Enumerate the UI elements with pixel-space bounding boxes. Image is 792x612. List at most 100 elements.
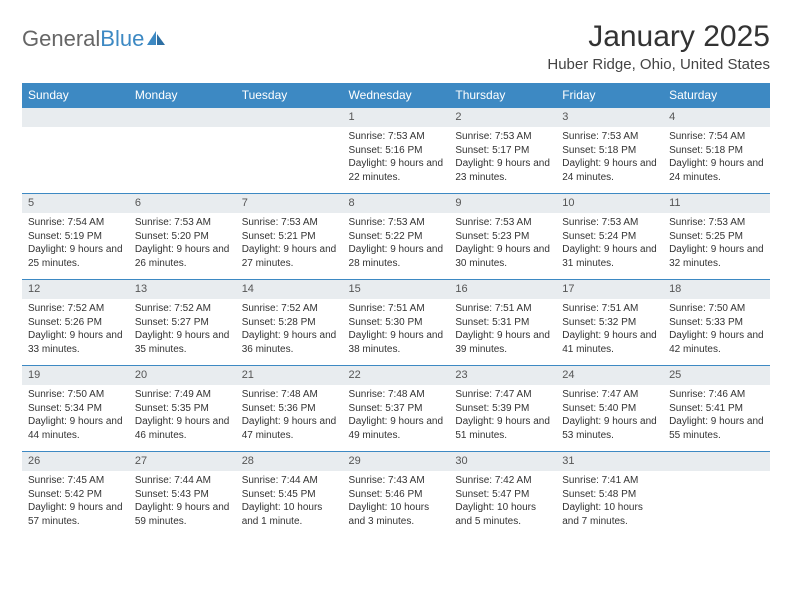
day-data: Sunrise: 7:53 AMSunset: 5:23 PMDaylight:… [449,213,556,274]
daylight-line: Daylight: 9 hours and 31 minutes. [562,243,657,270]
calendar-cell: 20Sunrise: 7:49 AMSunset: 5:35 PMDayligh… [129,365,236,451]
daylight-line: Daylight: 9 hours and 27 minutes. [242,243,337,270]
daylight-line: Daylight: 9 hours and 42 minutes. [669,329,764,356]
logo-text-general: General [22,26,100,52]
calendar-table: Sunday Monday Tuesday Wednesday Thursday… [22,83,770,537]
daylight-line: Daylight: 9 hours and 49 minutes. [349,415,444,442]
sunrise-line: Sunrise: 7:47 AM [455,388,550,402]
sunset-line: Sunset: 5:39 PM [455,402,550,416]
day-number: 6 [129,193,236,213]
sunrise-line: Sunrise: 7:53 AM [349,130,444,144]
day-number: 28 [236,451,343,471]
daylight-line: Daylight: 9 hours and 44 minutes. [28,415,123,442]
daylight-line: Daylight: 9 hours and 38 minutes. [349,329,444,356]
calendar-cell: 7Sunrise: 7:53 AMSunset: 5:21 PMDaylight… [236,193,343,279]
sunset-line: Sunset: 5:42 PM [28,488,123,502]
sunrise-line: Sunrise: 7:53 AM [562,216,657,230]
day-data: Sunrise: 7:41 AMSunset: 5:48 PMDaylight:… [556,471,663,532]
daylight-line: Daylight: 9 hours and 24 minutes. [562,157,657,184]
sunset-line: Sunset: 5:31 PM [455,316,550,330]
day-data: Sunrise: 7:50 AMSunset: 5:34 PMDaylight:… [22,385,129,446]
sunset-line: Sunset: 5:46 PM [349,488,444,502]
day-number: 30 [449,451,556,471]
daylight-line: Daylight: 9 hours and 24 minutes. [669,157,764,184]
day-data: Sunrise: 7:44 AMSunset: 5:43 PMDaylight:… [129,471,236,532]
day-number: 25 [663,365,770,385]
calendar-cell: 12Sunrise: 7:52 AMSunset: 5:26 PMDayligh… [22,279,129,365]
sunrise-line: Sunrise: 7:51 AM [455,302,550,316]
sunset-line: Sunset: 5:45 PM [242,488,337,502]
daylight-line: Daylight: 9 hours and 30 minutes. [455,243,550,270]
sunset-line: Sunset: 5:37 PM [349,402,444,416]
calendar-cell: 1Sunrise: 7:53 AMSunset: 5:16 PMDaylight… [343,107,450,193]
sunrise-line: Sunrise: 7:53 AM [455,130,550,144]
day-number: 10 [556,193,663,213]
day-number-bar [22,107,129,127]
daylight-line: Daylight: 9 hours and 28 minutes. [349,243,444,270]
daylight-line: Daylight: 10 hours and 3 minutes. [349,501,444,528]
sunset-line: Sunset: 5:35 PM [135,402,230,416]
calendar-cell: 15Sunrise: 7:51 AMSunset: 5:30 PMDayligh… [343,279,450,365]
daylight-line: Daylight: 9 hours and 51 minutes. [455,415,550,442]
day-number: 15 [343,279,450,299]
day-data: Sunrise: 7:51 AMSunset: 5:30 PMDaylight:… [343,299,450,360]
calendar-week-row: 1Sunrise: 7:53 AMSunset: 5:16 PMDaylight… [22,107,770,193]
day-number: 23 [449,365,556,385]
title-block: January 2025 Huber Ridge, Ohio, United S… [547,20,770,73]
calendar-cell [236,107,343,193]
daylight-line: Daylight: 10 hours and 5 minutes. [455,501,550,528]
day-number: 11 [663,193,770,213]
sunset-line: Sunset: 5:28 PM [242,316,337,330]
calendar-cell: 11Sunrise: 7:53 AMSunset: 5:25 PMDayligh… [663,193,770,279]
sunrise-line: Sunrise: 7:51 AM [562,302,657,316]
daylight-line: Daylight: 9 hours and 47 minutes. [242,415,337,442]
calendar-cell: 27Sunrise: 7:44 AMSunset: 5:43 PMDayligh… [129,451,236,537]
calendar-cell: 26Sunrise: 7:45 AMSunset: 5:42 PMDayligh… [22,451,129,537]
sunset-line: Sunset: 5:34 PM [28,402,123,416]
day-number: 3 [556,107,663,127]
month-title: January 2025 [547,20,770,54]
sunrise-line: Sunrise: 7:42 AM [455,474,550,488]
sunset-line: Sunset: 5:19 PM [28,230,123,244]
day-number: 31 [556,451,663,471]
sunset-line: Sunset: 5:33 PM [669,316,764,330]
day-data: Sunrise: 7:45 AMSunset: 5:42 PMDaylight:… [22,471,129,532]
day-data: Sunrise: 7:53 AMSunset: 5:20 PMDaylight:… [129,213,236,274]
sunset-line: Sunset: 5:25 PM [669,230,764,244]
weekday-header: Tuesday [236,83,343,107]
day-data: Sunrise: 7:53 AMSunset: 5:25 PMDaylight:… [663,213,770,274]
sunset-line: Sunset: 5:43 PM [135,488,230,502]
logo-sail-icon [146,30,168,48]
calendar-cell: 22Sunrise: 7:48 AMSunset: 5:37 PMDayligh… [343,365,450,451]
day-data: Sunrise: 7:48 AMSunset: 5:36 PMDaylight:… [236,385,343,446]
calendar-cell: 21Sunrise: 7:48 AMSunset: 5:36 PMDayligh… [236,365,343,451]
sunrise-line: Sunrise: 7:52 AM [135,302,230,316]
day-data: Sunrise: 7:51 AMSunset: 5:31 PMDaylight:… [449,299,556,360]
day-number: 26 [22,451,129,471]
sunrise-line: Sunrise: 7:50 AM [669,302,764,316]
day-data: Sunrise: 7:52 AMSunset: 5:28 PMDaylight:… [236,299,343,360]
day-data: Sunrise: 7:48 AMSunset: 5:37 PMDaylight:… [343,385,450,446]
sunrise-line: Sunrise: 7:51 AM [349,302,444,316]
day-number: 16 [449,279,556,299]
sunrise-line: Sunrise: 7:53 AM [562,130,657,144]
calendar-cell: 31Sunrise: 7:41 AMSunset: 5:48 PMDayligh… [556,451,663,537]
daylight-line: Daylight: 9 hours and 23 minutes. [455,157,550,184]
sunset-line: Sunset: 5:41 PM [669,402,764,416]
day-data: Sunrise: 7:49 AMSunset: 5:35 PMDaylight:… [129,385,236,446]
sunrise-line: Sunrise: 7:47 AM [562,388,657,402]
calendar-cell: 9Sunrise: 7:53 AMSunset: 5:23 PMDaylight… [449,193,556,279]
sunrise-line: Sunrise: 7:53 AM [242,216,337,230]
weekday-header: Wednesday [343,83,450,107]
day-data: Sunrise: 7:54 AMSunset: 5:18 PMDaylight:… [663,127,770,188]
day-number-bar [663,451,770,471]
calendar-cell: 3Sunrise: 7:53 AMSunset: 5:18 PMDaylight… [556,107,663,193]
day-data: Sunrise: 7:52 AMSunset: 5:27 PMDaylight:… [129,299,236,360]
day-data: Sunrise: 7:46 AMSunset: 5:41 PMDaylight:… [663,385,770,446]
calendar-cell: 29Sunrise: 7:43 AMSunset: 5:46 PMDayligh… [343,451,450,537]
day-number: 5 [22,193,129,213]
sunrise-line: Sunrise: 7:52 AM [242,302,337,316]
calendar-cell: 6Sunrise: 7:53 AMSunset: 5:20 PMDaylight… [129,193,236,279]
sunrise-line: Sunrise: 7:49 AM [135,388,230,402]
day-data: Sunrise: 7:50 AMSunset: 5:33 PMDaylight:… [663,299,770,360]
